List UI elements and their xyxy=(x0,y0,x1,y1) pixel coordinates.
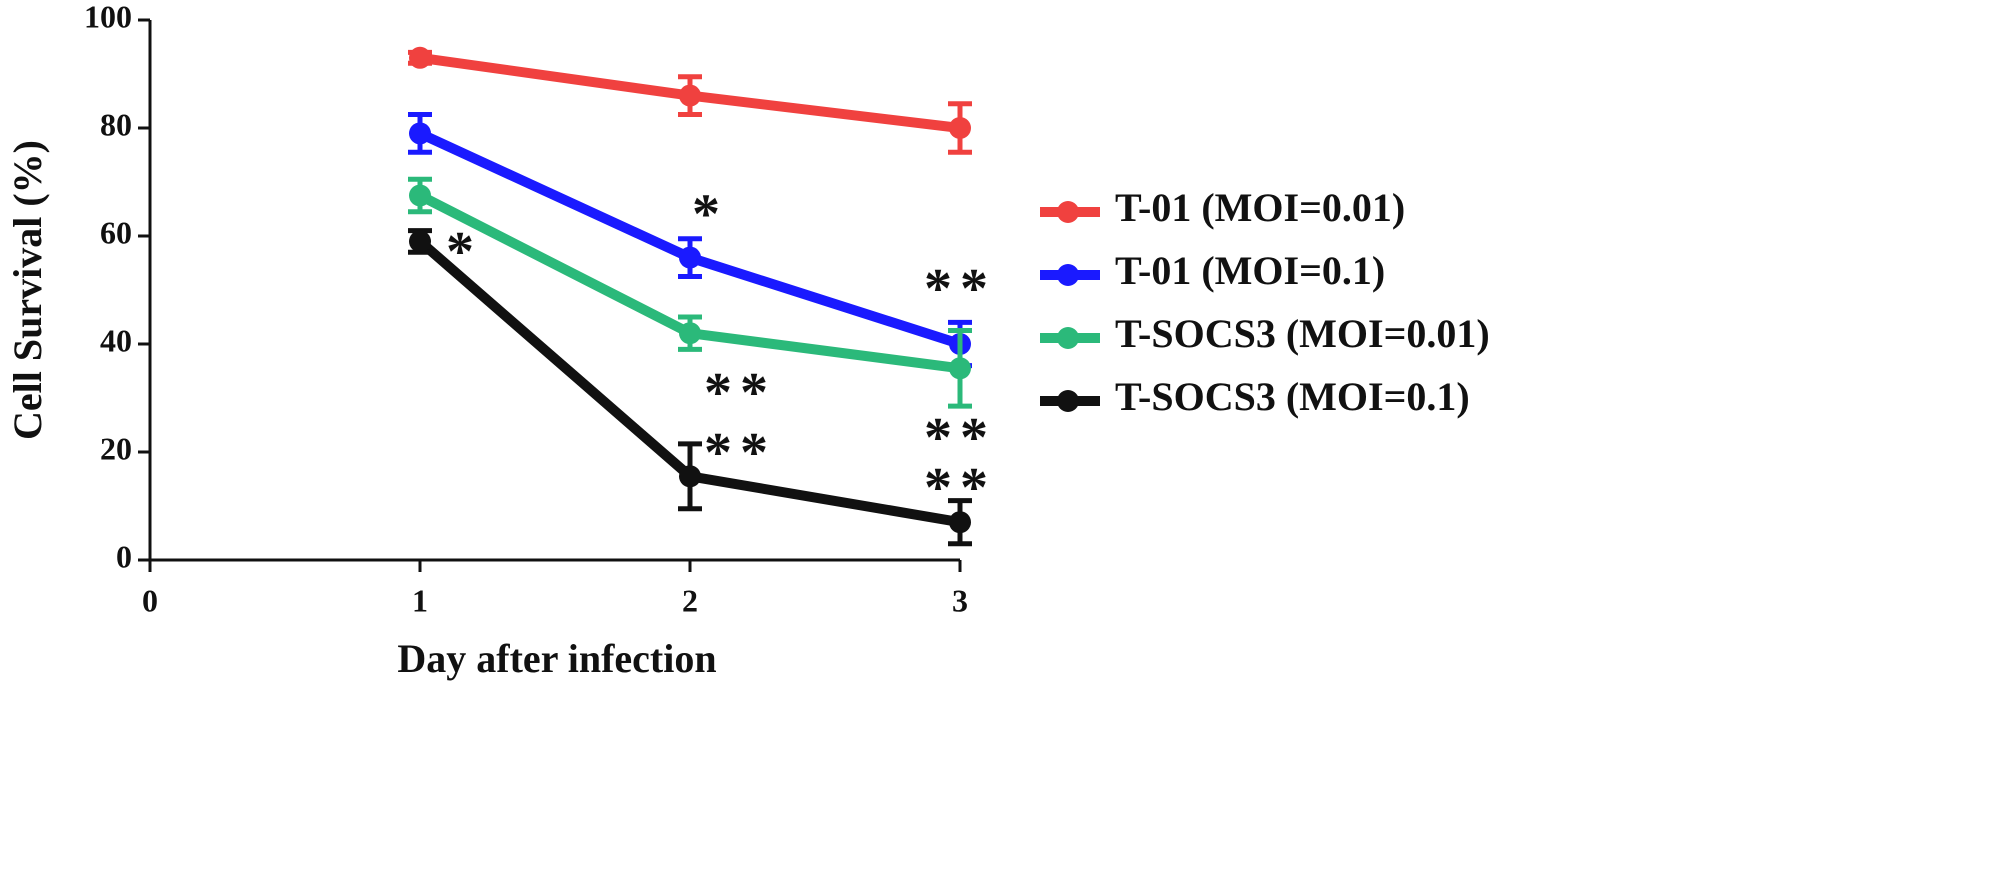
legend-label: T-SOCS3 (MOI=0.01) xyxy=(1115,311,1490,356)
data-point xyxy=(409,184,431,207)
data-point xyxy=(949,117,971,139)
y-tick-label: 100 xyxy=(84,0,132,34)
data-point xyxy=(679,322,701,345)
data-point xyxy=(679,246,701,269)
data-point xyxy=(679,465,701,488)
x-axis-title: Day after infection xyxy=(397,636,716,681)
y-tick-label: 0 xyxy=(116,538,132,574)
data-point xyxy=(409,46,431,69)
significance-label: * xyxy=(446,221,482,283)
data-point xyxy=(409,230,431,253)
y-tick-label: 60 xyxy=(100,214,132,250)
y-tick-label: 40 xyxy=(100,322,132,358)
significance-label: ** xyxy=(924,258,996,320)
data-point xyxy=(679,84,701,107)
legend-label: T-SOCS3 (MOI=0.1) xyxy=(1115,374,1470,419)
significance-label: ** xyxy=(704,362,776,424)
y-tick-label: 20 xyxy=(100,430,132,466)
y-tick-label: 80 xyxy=(100,106,132,142)
significance-label: ** xyxy=(704,422,776,484)
data-point xyxy=(409,122,431,145)
legend-marker xyxy=(1057,201,1079,223)
x-tick-label: 1 xyxy=(412,582,428,618)
y-axis-title: Cell Survival (%) xyxy=(5,140,50,440)
significance-label: ** xyxy=(924,457,996,519)
x-tick-label: 0 xyxy=(142,582,158,618)
significance-label: ** xyxy=(924,407,996,469)
legend-marker xyxy=(1057,327,1079,349)
significance-label: * xyxy=(692,183,728,245)
legend-marker xyxy=(1057,264,1079,286)
x-tick-label: 3 xyxy=(952,582,968,618)
legend-label: T-01 (MOI=0.01) xyxy=(1115,185,1405,230)
x-tick-label: 2 xyxy=(682,582,698,618)
data-point xyxy=(949,357,971,380)
data-point xyxy=(949,511,971,534)
legend-marker xyxy=(1057,390,1079,412)
legend-label: T-01 (MOI=0.1) xyxy=(1115,248,1385,293)
